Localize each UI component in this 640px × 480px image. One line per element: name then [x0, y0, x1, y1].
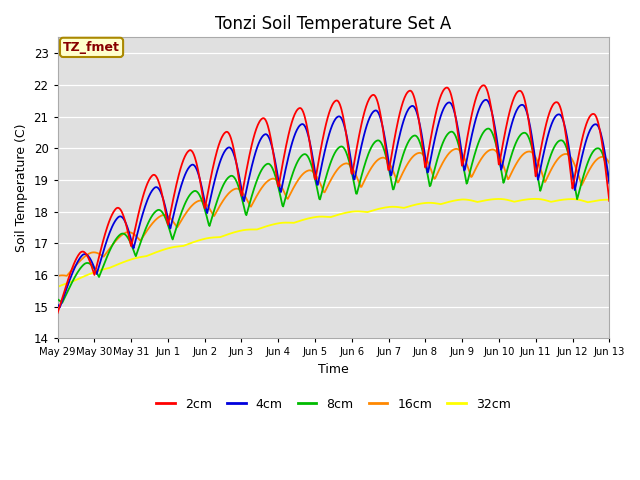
X-axis label: Time: Time: [318, 363, 349, 376]
Title: Tonzi Soil Temperature Set A: Tonzi Soil Temperature Set A: [215, 15, 452, 33]
Legend: 2cm, 4cm, 8cm, 16cm, 32cm: 2cm, 4cm, 8cm, 16cm, 32cm: [151, 393, 516, 416]
Y-axis label: Soil Temperature (C): Soil Temperature (C): [15, 123, 28, 252]
Text: TZ_fmet: TZ_fmet: [63, 41, 120, 54]
